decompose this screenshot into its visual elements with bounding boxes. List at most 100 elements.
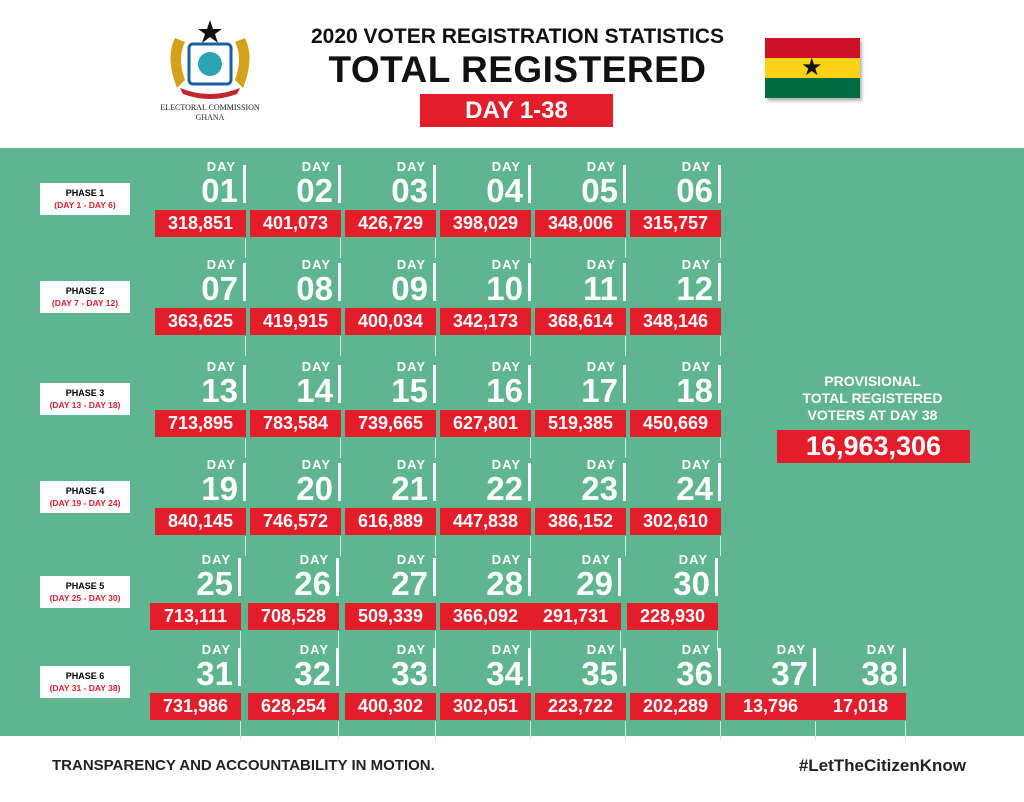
day-registered-count: 302,610 <box>630 508 721 535</box>
divider <box>530 631 531 651</box>
day-label: DAY <box>681 257 711 272</box>
divider <box>338 721 339 741</box>
divider <box>625 721 626 741</box>
day-cell: DAY 02 401,073 <box>250 159 345 258</box>
day-registered-count: 302,051 <box>440 693 531 720</box>
day-cell: DAY 21 616,889 <box>345 457 440 556</box>
day-number: 31 <box>196 655 233 692</box>
day-label: DAY <box>396 257 426 272</box>
divider <box>340 238 341 258</box>
day-label: DAY <box>491 359 521 374</box>
day-number: 08 <box>296 270 333 307</box>
day-number: 18 <box>676 372 713 409</box>
divider <box>336 558 339 596</box>
ghana-flag-icon: ★ <box>765 38 860 98</box>
day-cell: DAY 20 746,572 <box>250 458 345 556</box>
day-cell: DAY 38 17,018 <box>815 643 910 741</box>
day-registered-count: 17,018 <box>815 693 906 720</box>
footer-hashtag: #LetTheCitizenKnow <box>798 756 966 775</box>
divider <box>340 336 341 356</box>
day-number: 22 <box>486 470 523 507</box>
day-cell: DAY 25 713,111 <box>150 553 245 651</box>
day-label: DAY <box>301 159 331 174</box>
divider <box>718 648 721 686</box>
divider <box>528 263 531 301</box>
day-label: DAY <box>776 642 806 657</box>
divider <box>720 238 721 258</box>
divider <box>435 336 436 356</box>
day-registered-count: 628,254 <box>248 693 339 720</box>
divider <box>435 238 436 258</box>
day-label: DAY <box>396 457 426 472</box>
day-cell: DAY 06 315,757 <box>630 160 725 258</box>
divider <box>625 536 626 556</box>
day-cell: DAY 18 450,669 <box>630 360 725 458</box>
day-registered-count: 223,722 <box>535 693 626 720</box>
phase-name: PHASE 6 <box>65 671 105 681</box>
day-registered-count: 363,625 <box>155 308 246 335</box>
day-registered-count: 713,111 <box>150 603 241 630</box>
day-cell: DAY 32 628,254 <box>248 642 343 741</box>
phase-name: PHASE 1 <box>65 188 105 198</box>
day-number: 15 <box>391 372 428 409</box>
day-registered-count: 368,614 <box>535 308 626 335</box>
day-cell: DAY 03 426,729 <box>345 160 440 258</box>
divider <box>336 648 339 686</box>
divider <box>245 336 246 356</box>
day-number: 11 <box>583 270 618 307</box>
day-number: 04 <box>486 172 523 209</box>
divider <box>433 648 436 686</box>
day-registered-count: 348,146 <box>630 308 721 335</box>
divider <box>720 336 721 356</box>
divider <box>623 463 626 501</box>
day-label: DAY <box>678 552 708 567</box>
day-label: DAY <box>586 359 616 374</box>
day-cell: DAY 11 368,614 <box>535 258 630 356</box>
divider <box>623 365 626 403</box>
day-registered-count: 783,584 <box>250 410 341 437</box>
divider <box>720 536 721 556</box>
divider <box>530 336 531 356</box>
divider <box>243 365 246 403</box>
day-label: DAY <box>206 457 236 472</box>
divider <box>245 536 246 556</box>
day-number: 01 <box>201 172 238 209</box>
day-label: DAY <box>206 257 236 272</box>
divider <box>530 536 531 556</box>
divider <box>720 721 721 741</box>
divider <box>528 365 531 403</box>
day-cell: DAY 07 363,625 <box>155 257 250 356</box>
phase-name: PHASE 4 <box>65 486 105 496</box>
day-label: DAY <box>299 642 329 657</box>
day-label: DAY <box>301 257 331 272</box>
divider <box>435 438 436 458</box>
total-line-3: VOTERS AT DAY 38 <box>807 407 938 423</box>
divider <box>528 648 531 686</box>
divider <box>338 463 341 501</box>
day-number: 37 <box>771 655 808 692</box>
day-cell: DAY 10 342,173 <box>440 258 535 356</box>
phase-name: PHASE 3 <box>65 388 105 398</box>
divider <box>433 558 436 596</box>
divider <box>815 721 816 741</box>
subtitle: 2020 VOTER REGISTRATION STATISTICS <box>310 25 725 48</box>
divider <box>433 263 436 301</box>
divider <box>620 631 621 651</box>
divider <box>813 648 816 686</box>
day-number: 26 <box>294 565 331 602</box>
divider <box>338 631 339 651</box>
day-cell: DAY 31 731,986 <box>150 643 245 741</box>
divider <box>718 263 721 301</box>
day-label: DAY <box>301 359 331 374</box>
divider <box>905 721 906 741</box>
divider <box>528 558 531 596</box>
day-registered-count: 708,528 <box>248 603 339 630</box>
day-label: DAY <box>681 642 711 657</box>
day-range-badge: DAY 1-38 <box>420 94 613 127</box>
divider <box>245 438 246 458</box>
day-number: 19 <box>201 470 238 507</box>
divider <box>435 721 436 741</box>
day-number: 33 <box>391 655 428 692</box>
day-cell: DAY 22 447,838 <box>440 458 535 556</box>
phase-label: PHASE 5 (DAY 25 - DAY 30) <box>40 576 130 608</box>
